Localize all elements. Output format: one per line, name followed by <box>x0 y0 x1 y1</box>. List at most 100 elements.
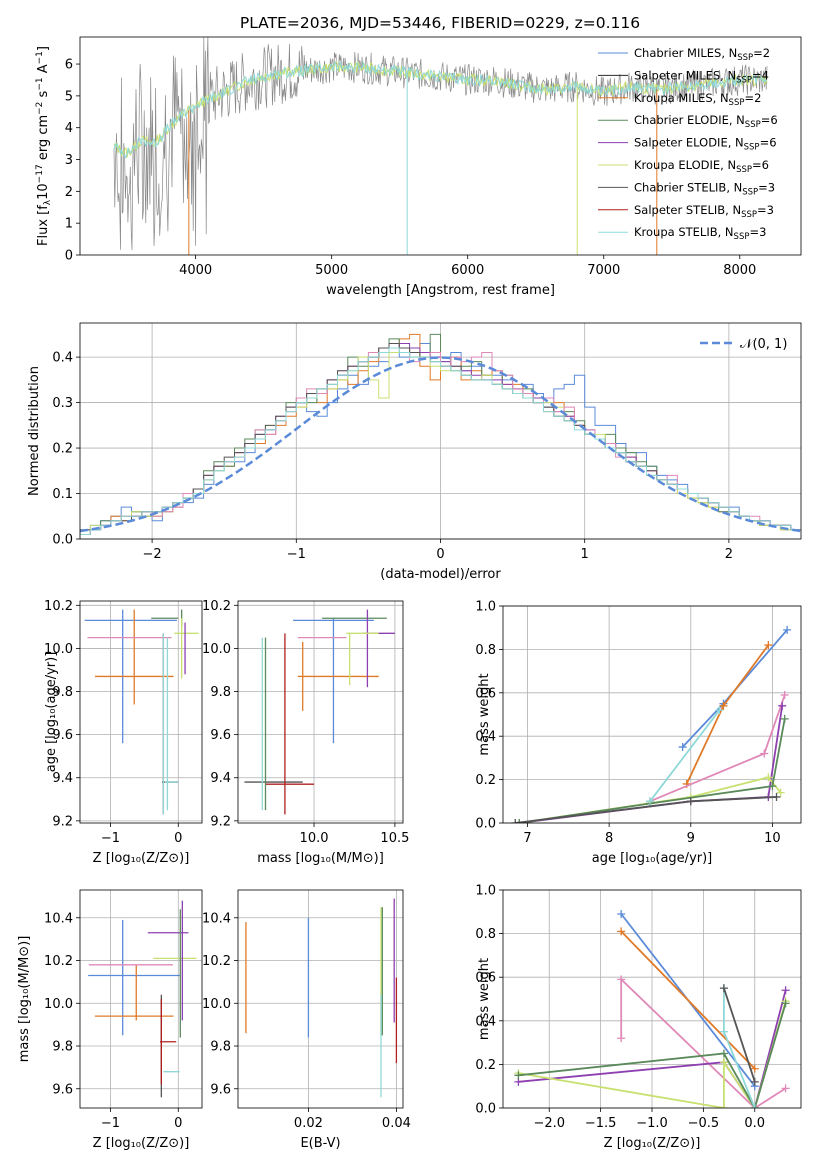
weight-marker <box>515 819 524 823</box>
x-tick-label: 0.04 <box>382 1116 411 1131</box>
axes-frame <box>79 889 203 1109</box>
legend-subscript: SSP <box>742 187 758 197</box>
y-tick-label: 9.4 <box>210 771 231 786</box>
weight-line-kroupa_stelib <box>723 988 756 1108</box>
y-tick-label: 0.2 <box>475 773 496 788</box>
y-tick-label: 10.0 <box>202 642 231 657</box>
y-tick-label: 9.8 <box>210 1040 231 1055</box>
y-tick-label: 9.2 <box>210 814 231 829</box>
x-tick-label: 10.5 <box>380 831 409 846</box>
weight-marker <box>772 792 781 801</box>
legend-entry: Kroupa ELODIE, NSSP=6 <box>634 158 769 175</box>
x-tick-label: −2 <box>143 547 162 562</box>
legend-value: =3 <box>749 225 766 239</box>
weight-marker <box>780 690 789 699</box>
legend-entry: 𝒩(0, 1) <box>740 337 787 352</box>
x-tick-label: −0.5 <box>688 1116 720 1131</box>
plot-area <box>244 609 395 815</box>
y-label-part: −1 <box>35 51 45 64</box>
x-tick-label: 7 <box>523 831 531 846</box>
legend-entry: Chabrier ELODIE, NSSP=6 <box>634 113 778 130</box>
axes-frame <box>237 889 404 1109</box>
figure-title: PLATE=2036, MJD=53446, FIBERID=0229, z=0… <box>240 14 640 32</box>
y-tick-label: 10.2 <box>202 599 231 614</box>
y-tick-label: 0.0 <box>52 533 73 548</box>
panel-residual-histogram: −2 −1 0 1 2 0.0 0.1 0.2 0.3 0.4 (data-model)/error… <box>27 322 802 582</box>
legend-value: =3 <box>758 180 775 194</box>
legend-value: =4 <box>752 68 769 82</box>
weight-line-chabrier_stelib <box>723 987 756 1083</box>
weight-marker <box>750 1064 759 1073</box>
y-tick-label: 9.6 <box>52 1082 73 1097</box>
legend: Chabrier MILES, NSSP=2 Salpeter MILES, NS… <box>598 46 778 242</box>
x-tick-label: −1 <box>287 547 306 562</box>
y-label-part: erg cm <box>36 115 51 164</box>
y-tick-label: 9.8 <box>210 685 231 700</box>
legend-subscript: SSP <box>736 165 752 175</box>
grid <box>503 889 801 1109</box>
legend-entry: Chabrier STELIB, NSSP=3 <box>634 180 775 197</box>
x-tick-label: −2.0 <box>533 1116 565 1131</box>
weight-marker <box>750 1104 759 1108</box>
legend-subscript: SSP <box>745 120 761 130</box>
x-tick-label: 7000 <box>587 263 620 278</box>
panel-age-vs-Z: −1 0 9.2 9.4 9.6 9.8 10.0 10.2 Z [log₁₀(Z/Z⊙)] ag… <box>44 599 203 866</box>
grid <box>80 890 202 1108</box>
y-tick-label: 9.6 <box>210 1082 231 1097</box>
x-axis-label: mass [log₁₀(M/M⊙)] <box>257 851 384 866</box>
y-label-part: A <box>36 64 51 77</box>
y-tick-label: 9.4 <box>52 771 73 786</box>
weight-marker <box>719 1058 728 1067</box>
weight-marker <box>645 797 654 806</box>
y-tick-label: 0 <box>65 249 73 264</box>
weight-marker <box>719 984 728 993</box>
weight-marker <box>617 927 626 936</box>
y-tick-label: 9.8 <box>52 1040 73 1055</box>
legend-entry: Salpeter MILES, NSSP=4 <box>634 68 769 85</box>
legend-entry: Kroupa STELIB, NSSP=3 <box>634 225 766 242</box>
x-tick-label: 9 <box>687 831 695 846</box>
weight-line-pink <box>620 977 787 1108</box>
y-label-part: s <box>36 90 51 101</box>
plot-area <box>80 333 801 539</box>
legend-subscript: SSP <box>729 98 745 108</box>
y-tick-label: 10.4 <box>44 911 73 926</box>
y-tick-label: 0.8 <box>475 927 496 942</box>
legend-entry: Salpeter ELODIE, NSSP=6 <box>634 136 777 153</box>
y-tick-label: 0.0 <box>475 817 496 832</box>
y-tick-label: 1.0 <box>475 600 496 615</box>
y-tick-label: 0.0 <box>475 1102 496 1117</box>
y-tick-label: 3 <box>65 153 73 168</box>
axes-frame <box>502 605 802 824</box>
weight-marker <box>764 641 773 650</box>
y-tick-label: 0.6 <box>475 971 496 986</box>
y-axis-label: Normed distribution <box>27 366 42 496</box>
legend-value: =6 <box>760 136 777 150</box>
histogram-kroupa_stelib <box>80 347 801 539</box>
legend-entry: Kroupa MILES, NSSP=2 <box>634 91 761 108</box>
plot-area <box>113 37 768 255</box>
y-tick-label: 0.3 <box>52 396 73 411</box>
y-tick-label: 0.2 <box>52 442 73 457</box>
axes-frame <box>79 322 802 540</box>
y-axis-label: mass weight <box>477 673 492 755</box>
y-label-part: −17 <box>35 164 45 183</box>
weight-marker <box>678 743 687 752</box>
y-axis-label: age [log₁₀(age/yr)] <box>44 652 59 773</box>
weight-line-chabrier_elodie <box>518 1003 787 1108</box>
y-tick-label: 4 <box>65 121 73 136</box>
weight-line-kroupa_miles <box>620 930 756 1070</box>
y-tick-label: 0.2 <box>475 1058 496 1073</box>
y-label-part: 10 <box>36 183 51 200</box>
weight-marker <box>781 1084 790 1093</box>
legend-value: =2 <box>753 46 770 60</box>
y-tick-label: 9.6 <box>52 728 73 743</box>
y-tick-label: 0.8 <box>475 643 496 658</box>
legend-entry: Chabrier MILES, NSSP=2 <box>634 46 770 63</box>
weight-marker <box>760 749 769 758</box>
panel-weight-vs-Z: −2.0 −1.5 −1.0 −0.5 0.0 0.0 0.2 0.4 0.6 0.8 1.0 Z [… <box>475 884 802 1151</box>
y-tick-label: 10.0 <box>44 642 73 657</box>
grid <box>80 601 202 823</box>
y-axis-label: Flux [fλ10−17 erg cm−2 s−1 A−1] <box>35 46 53 246</box>
plot-area <box>245 898 398 1098</box>
